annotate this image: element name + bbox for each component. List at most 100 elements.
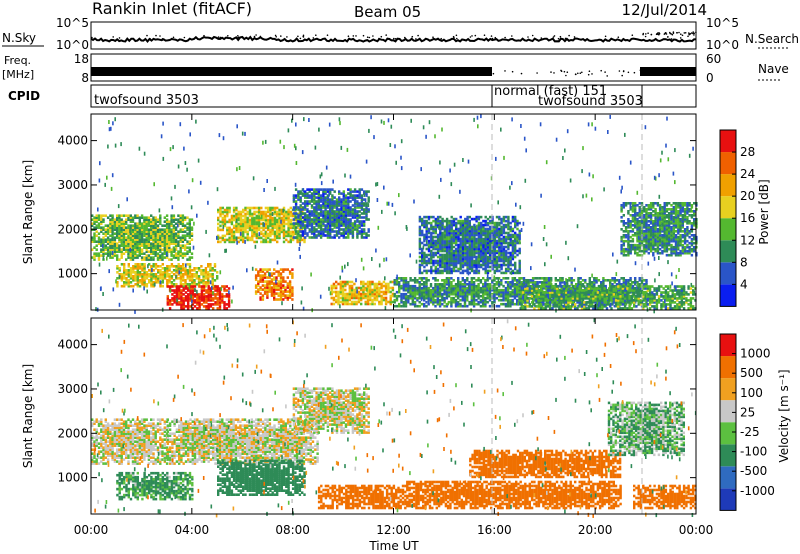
heatmap-cell xyxy=(317,230,320,233)
heatmap-cell xyxy=(168,273,171,276)
heatmap-cell xyxy=(138,228,141,231)
heatmap-cell xyxy=(402,284,405,288)
heatmap-cell xyxy=(331,196,334,199)
heatmap-cell xyxy=(266,286,269,289)
heatmap-cell xyxy=(497,298,501,302)
heatmap-cell xyxy=(170,242,173,245)
heatmap-cell xyxy=(416,288,419,292)
heatmap-cell xyxy=(420,302,424,306)
heatmap-cell xyxy=(277,298,280,301)
heatmap-cell xyxy=(362,290,365,294)
heatmap-cell xyxy=(434,235,437,239)
heatmap-cell xyxy=(232,206,236,210)
heatmap-cell xyxy=(150,232,153,235)
noise-dot xyxy=(378,37,380,40)
heatmap-cell xyxy=(299,190,302,193)
heatmap-cell xyxy=(178,303,181,306)
freq-right-tick-bottom: 0 xyxy=(706,71,714,85)
heatmap-cell xyxy=(313,208,316,211)
heatmap-cell xyxy=(170,277,174,280)
heatmap-cell xyxy=(310,228,314,231)
heatmap-cell xyxy=(184,230,187,233)
heatmap-cell xyxy=(402,283,405,286)
heatmap-cell xyxy=(389,286,392,290)
heatmap-cell xyxy=(329,208,332,211)
heatmap-cell xyxy=(207,271,210,274)
heatmap-cell xyxy=(357,290,361,294)
heatmap-cell xyxy=(554,277,557,280)
heatmap-cell xyxy=(170,265,174,268)
heatmap-cell xyxy=(504,286,508,290)
heatmap-cell xyxy=(138,240,141,243)
heatmap-cell xyxy=(367,230,370,233)
heatmap-cell xyxy=(339,282,342,286)
heatmap-cell xyxy=(143,263,146,266)
heatmap-cell xyxy=(279,292,283,295)
heatmap-cell xyxy=(156,226,160,229)
heatmap-cell xyxy=(550,277,553,280)
heatmap-cell xyxy=(129,256,132,259)
heatmap-cell xyxy=(384,284,388,288)
heatmap-cell xyxy=(413,284,417,288)
heatmap-cell xyxy=(556,279,560,282)
heatmap-cell xyxy=(341,292,345,296)
heatmap-cell xyxy=(280,228,283,232)
heatmap-cell xyxy=(298,238,302,242)
nave-dot xyxy=(606,75,608,77)
heatmap-cell xyxy=(186,277,189,280)
heatmap-cell xyxy=(166,279,169,282)
heatmap-cell xyxy=(226,238,229,242)
heatmap-cell xyxy=(304,206,307,209)
heatmap-cell xyxy=(235,214,238,218)
heatmap-cell xyxy=(459,215,462,219)
heatmap-cell xyxy=(315,212,318,215)
heatmap-cell xyxy=(214,285,217,288)
heatmap-cell xyxy=(174,234,178,237)
heatmap-cell xyxy=(284,268,287,271)
heatmap-cell xyxy=(132,269,135,272)
heatmap-cell xyxy=(168,238,171,241)
heatmap-cell xyxy=(425,259,428,263)
heatmap-cell xyxy=(113,236,117,239)
heatmap-cell xyxy=(279,284,283,287)
heatmap-cell xyxy=(161,248,164,251)
heatmap-cell xyxy=(421,229,424,233)
heatmap-cell xyxy=(413,302,417,306)
heatmap-cell xyxy=(136,277,139,280)
heatmap-cell xyxy=(172,226,176,229)
heatmap-cell xyxy=(118,238,121,241)
noise-dot xyxy=(171,37,173,40)
heatmap-cell xyxy=(150,246,153,249)
heatmap-cell xyxy=(163,256,166,259)
heatmap-cell xyxy=(217,222,220,226)
heatmap-cell xyxy=(163,246,166,249)
heatmap-cell xyxy=(315,224,318,227)
heatmap-cell xyxy=(267,234,270,238)
heatmap-cell xyxy=(134,248,137,251)
heatmap-cell xyxy=(120,228,123,231)
heatmap-cell xyxy=(251,230,254,234)
heatmap-cell xyxy=(168,275,171,278)
heatmap-cell xyxy=(132,265,135,268)
heatmap-cell xyxy=(347,196,350,199)
heatmap-cell xyxy=(219,236,222,240)
noise-dot xyxy=(688,33,690,36)
heatmap-cell xyxy=(131,220,135,223)
heatmap-cell xyxy=(172,224,176,227)
heatmap-cell xyxy=(257,208,261,212)
heatmap-cell xyxy=(116,230,119,233)
heatmap-cell xyxy=(161,224,164,227)
heatmap-cell xyxy=(351,230,355,233)
heatmap-cell xyxy=(358,190,361,193)
heatmap-cell xyxy=(152,216,155,219)
heatmap-cell xyxy=(294,222,298,225)
heatmap-cell xyxy=(342,210,345,213)
noise-dot xyxy=(557,37,560,40)
heatmap-cell xyxy=(179,275,183,278)
heatmap-cell xyxy=(319,194,323,197)
heatmap-cell xyxy=(212,299,215,302)
heatmap-cell xyxy=(260,218,263,222)
heatmap-cell xyxy=(127,246,130,249)
heatmap-cell xyxy=(209,293,213,296)
heatmap-cell xyxy=(97,256,101,259)
